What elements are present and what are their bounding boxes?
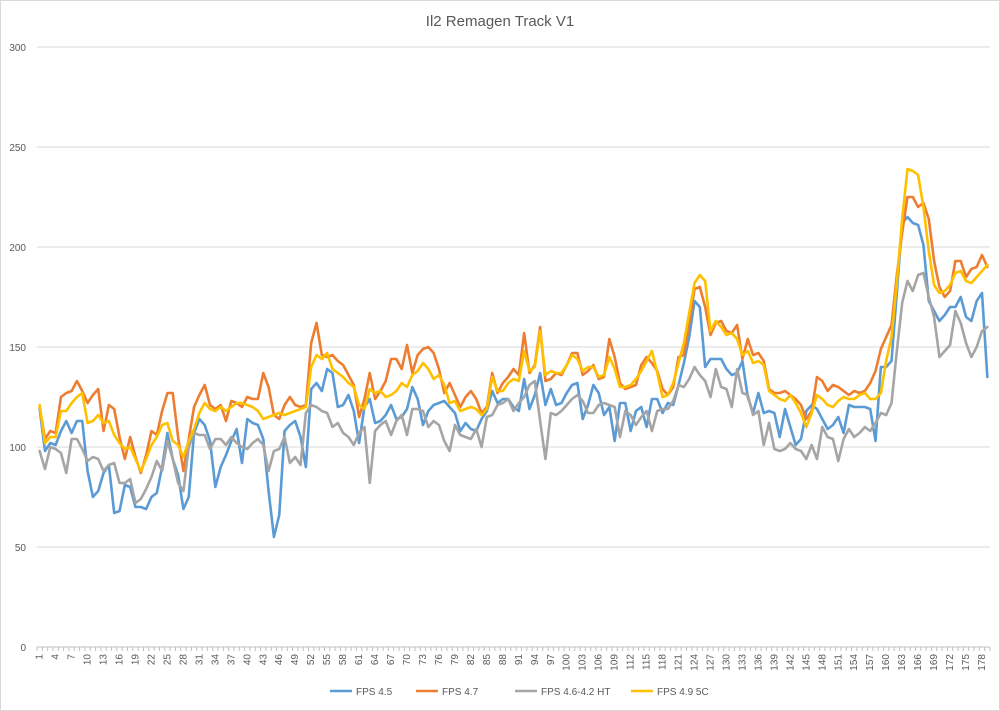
x-tick-label: 34 xyxy=(210,654,221,666)
x-tick-label: 94 xyxy=(530,654,541,666)
x-tick-label: 76 xyxy=(434,654,445,666)
x-tick-label: 112 xyxy=(626,654,637,670)
x-tick-label: 160 xyxy=(881,654,892,671)
y-tick-label: 300 xyxy=(9,43,26,54)
x-tick-label: 142 xyxy=(785,654,796,671)
series-line-fps-4-6-4-2-ht xyxy=(38,271,989,505)
x-tick-label: 139 xyxy=(769,654,780,671)
x-tick-label: 70 xyxy=(402,654,413,666)
x-tick-label: 73 xyxy=(418,654,429,666)
x-tick-label: 55 xyxy=(322,654,333,666)
x-tick-label: 178 xyxy=(977,654,988,671)
series-line-fps-4-7 xyxy=(38,195,989,475)
grid-lines xyxy=(37,46,990,648)
x-tick-label: 157 xyxy=(865,654,876,671)
x-tick-label: 85 xyxy=(482,654,493,666)
x-tick-label: 100 xyxy=(562,654,573,671)
x-tick-label: 52 xyxy=(306,654,317,666)
x-tick-label: 28 xyxy=(178,654,189,666)
legend-label: FPS 4.6-4.2 HT xyxy=(541,687,610,698)
x-tick-label: 127 xyxy=(705,654,716,671)
legend-label: FPS 4.7 xyxy=(442,687,479,698)
x-tick-label: 37 xyxy=(226,654,237,666)
x-tick-label: 58 xyxy=(338,654,349,666)
legend-label: FPS 4.9 5C xyxy=(657,687,709,698)
x-tick-label: 46 xyxy=(274,654,285,666)
x-tick-label: 31 xyxy=(194,654,205,666)
y-tick-label: 100 xyxy=(9,443,26,454)
y-axis: 0 50 100 150 200 250 300 xyxy=(9,43,26,654)
x-tick-label: 82 xyxy=(466,654,477,666)
x-tick-label: 136 xyxy=(753,654,764,671)
x-tick-label: 10 xyxy=(83,654,94,666)
x-tick-label: 103 xyxy=(578,654,589,671)
x-axis: 1 4 7 10 13 16 19 22 25 28 31 34 37 40 43 46 49 52 55 58 61 6… xyxy=(35,647,991,671)
x-tick-label: 61 xyxy=(354,654,365,666)
x-tick-label: 115 xyxy=(642,654,653,670)
x-tick-label: 88 xyxy=(498,654,509,666)
x-tick-label: 145 xyxy=(801,654,812,671)
x-tick-label: 13 xyxy=(99,654,110,666)
y-tick-label: 250 xyxy=(9,143,26,154)
x-tick-label: 130 xyxy=(721,654,732,671)
x-tick-label: 64 xyxy=(370,654,381,666)
x-tick-label: 91 xyxy=(514,654,525,666)
x-tick-label: 16 xyxy=(115,654,126,666)
legend: FPS 4.5 FPS 4.7 FPS 4.6-4.2 HT FPS 4.9 5C xyxy=(330,687,709,698)
x-tick-label: 22 xyxy=(146,654,157,666)
x-tick-label: 148 xyxy=(817,654,828,671)
x-tick-label: 7 xyxy=(67,654,78,660)
series-lines xyxy=(38,167,989,539)
x-tick-label: 118 xyxy=(658,654,669,670)
x-tick-label: 133 xyxy=(737,654,748,671)
y-tick-label: 150 xyxy=(9,343,26,354)
chart-title: Il2 Remagen Track V1 xyxy=(426,13,574,30)
x-tick-label: 67 xyxy=(386,654,397,666)
series-line-fps-4-5 xyxy=(38,215,989,539)
legend-label: FPS 4.5 xyxy=(356,687,393,698)
x-tick-label: 79 xyxy=(450,654,461,666)
x-tick-label: 49 xyxy=(290,654,301,666)
x-tick-label: 109 xyxy=(610,654,621,671)
x-tick-label: 43 xyxy=(258,654,269,666)
x-tick-label: 121 xyxy=(674,654,685,671)
x-tick-label: 175 xyxy=(961,654,972,671)
y-tick-label: 50 xyxy=(15,543,27,554)
series-line-fps-4-9-5c xyxy=(38,167,989,473)
x-tick-label: 25 xyxy=(162,654,173,666)
x-tick-label: 172 xyxy=(945,654,956,671)
x-tick-label: 169 xyxy=(929,654,940,671)
x-tick-label: 124 xyxy=(690,654,701,671)
y-tick-label: 0 xyxy=(20,643,26,654)
x-tick-label: 97 xyxy=(546,654,557,666)
x-tick-label: 166 xyxy=(913,654,924,671)
x-tick-label: 40 xyxy=(242,654,253,666)
x-tick-label: 19 xyxy=(130,654,141,666)
x-tick-label: 106 xyxy=(594,654,605,671)
y-tick-label: 200 xyxy=(9,243,26,254)
x-tick-label: 163 xyxy=(897,654,908,671)
x-tick-label: 4 xyxy=(51,654,62,660)
x-tick-label: 151 xyxy=(833,654,844,671)
x-tick-label: 1 xyxy=(35,654,46,660)
x-tick-label: 154 xyxy=(849,654,860,671)
